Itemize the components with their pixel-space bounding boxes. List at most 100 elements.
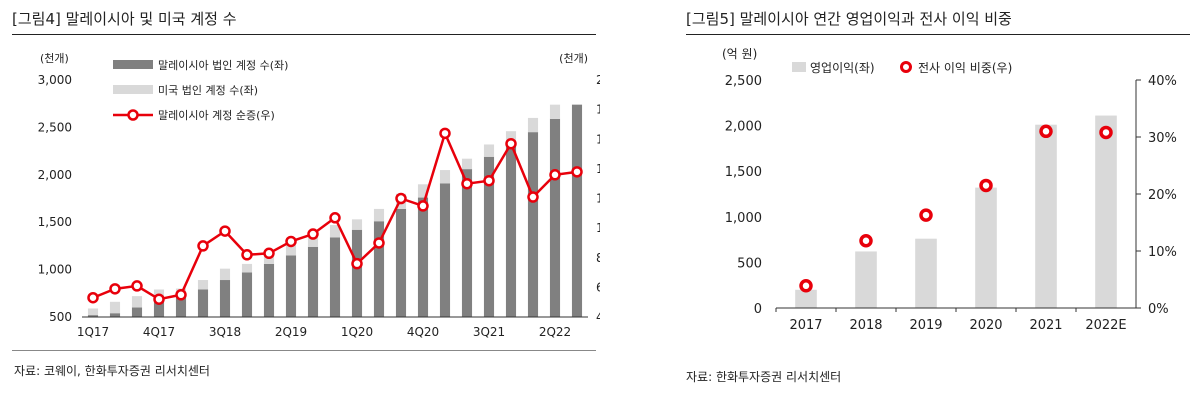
bar-operating-profit bbox=[1035, 124, 1057, 308]
bar-us-accounts bbox=[241, 263, 253, 273]
legend-label-profit-share: 전사 이익 비중(우) bbox=[918, 61, 1012, 75]
bar-malaysia-accounts bbox=[241, 272, 253, 317]
figure-2-source: 자료: 한화투자증권 리서치센터 bbox=[686, 370, 842, 384]
point-net-adds bbox=[241, 249, 253, 261]
bar-us-accounts bbox=[483, 144, 495, 157]
y-right-tick-label: 180 bbox=[596, 103, 600, 117]
legend-label-net-adds: 말레이시아 계정 순증(우) bbox=[158, 109, 275, 122]
bar-malaysia-accounts bbox=[131, 307, 143, 317]
point-net-adds bbox=[219, 225, 231, 237]
x-tick-label: 2019 bbox=[909, 318, 942, 333]
left-axis-unit: (억 원) bbox=[722, 47, 757, 61]
y-left-tick-label: 3,000 bbox=[38, 73, 72, 87]
bar-malaysia-accounts bbox=[329, 237, 341, 317]
legend-marker-net-adds bbox=[127, 109, 139, 121]
bar-us-accounts bbox=[307, 235, 319, 247]
y-left-tick-label: 1,500 bbox=[725, 165, 762, 180]
y-left-tick-label: 1,000 bbox=[38, 263, 72, 277]
x-tick-label: 4Q17 bbox=[143, 325, 175, 339]
bar-malaysia-accounts bbox=[175, 295, 187, 317]
marker-profit-share bbox=[979, 178, 993, 193]
y-right-tick-label: 60 bbox=[596, 280, 600, 294]
y-right-tick-label: 120 bbox=[596, 192, 600, 206]
point-net-adds bbox=[109, 283, 121, 295]
bar-malaysia-accounts bbox=[571, 104, 583, 317]
y-right-tick-label: 80 bbox=[596, 251, 600, 265]
bar-malaysia-accounts bbox=[439, 183, 451, 317]
y-left-tick-label: 2,500 bbox=[725, 74, 762, 89]
point-net-adds bbox=[307, 228, 319, 240]
point-net-adds bbox=[417, 200, 429, 212]
bar-operating-profit bbox=[975, 187, 997, 308]
y-left-tick-label: 1,500 bbox=[38, 215, 72, 229]
y-right-tick-label: 0% bbox=[1148, 302, 1169, 317]
bar-malaysia-accounts bbox=[197, 289, 209, 317]
y-left-tick-label: 2,500 bbox=[38, 120, 72, 134]
legend-swatch-operating-profit bbox=[792, 62, 806, 72]
y-right-tick-label: 200 bbox=[596, 73, 600, 87]
point-net-adds bbox=[175, 289, 187, 301]
bar-malaysia-accounts bbox=[263, 263, 275, 317]
point-net-adds bbox=[505, 137, 517, 150]
point-net-adds bbox=[329, 212, 341, 224]
point-net-adds bbox=[549, 169, 561, 181]
bar-us-accounts bbox=[439, 170, 451, 184]
bar-malaysia-accounts bbox=[219, 280, 231, 317]
point-net-adds bbox=[131, 280, 143, 292]
bar-malaysia-accounts bbox=[153, 299, 165, 317]
point-net-adds bbox=[395, 192, 407, 205]
bar-malaysia-accounts bbox=[395, 208, 407, 317]
y-right-tick-label: 40% bbox=[1148, 74, 1177, 89]
chart-operating-profit: (억 원) 2,500 2,000 1,500 1,000 500 0 40% 30% 20%… bbox=[722, 47, 1177, 333]
bar-operating-profit bbox=[915, 238, 937, 308]
x-tick-label: 2022E bbox=[1085, 318, 1126, 333]
bar-us-accounts bbox=[417, 184, 429, 198]
x-tick-label: 2020 bbox=[969, 318, 1002, 333]
figure-2-top-rule bbox=[686, 34, 1190, 35]
x-tick-label: 3Q21 bbox=[473, 325, 505, 339]
point-net-adds bbox=[461, 177, 473, 190]
point-net-adds bbox=[351, 257, 363, 270]
marker-profit-share bbox=[799, 279, 813, 293]
point-net-adds bbox=[285, 235, 297, 248]
bar-malaysia-accounts bbox=[505, 145, 517, 317]
bar-malaysia-accounts bbox=[285, 255, 297, 317]
y-right-tick-label: 20% bbox=[1148, 188, 1177, 203]
y-right-tick-label: 160 bbox=[596, 132, 600, 146]
bar-us-accounts bbox=[87, 308, 99, 316]
marker-profit-share bbox=[919, 208, 933, 222]
bar-us-accounts bbox=[549, 104, 561, 119]
marker-profit-share bbox=[859, 233, 873, 248]
legend-marker-profit-share bbox=[900, 61, 912, 73]
x-tick-label: 4Q20 bbox=[407, 325, 439, 339]
legend-label-malaysia-accounts: 말레이시아 법인 계정 수(좌) bbox=[158, 59, 288, 72]
point-net-adds bbox=[527, 191, 539, 203]
y-left-tick-label: 2,000 bbox=[725, 120, 762, 135]
y-right-tick-label: 10% bbox=[1148, 245, 1177, 260]
bar-us-accounts bbox=[329, 225, 341, 238]
point-net-adds bbox=[153, 293, 165, 305]
bar-malaysia-accounts bbox=[351, 229, 363, 317]
x-tick-label: 2017 bbox=[789, 318, 822, 333]
y-left-tick-label: 1,000 bbox=[725, 211, 762, 226]
legend: 영업이익(좌) 전사 이익 비중(우) bbox=[792, 61, 1012, 75]
figure-1-bottom-rule bbox=[12, 350, 596, 351]
x-tick-label: 2018 bbox=[849, 318, 882, 333]
y-left-tick-label: 2,000 bbox=[38, 168, 72, 182]
bar-malaysia-accounts bbox=[373, 221, 385, 317]
point-net-adds bbox=[373, 237, 385, 249]
point-net-adds bbox=[87, 291, 99, 304]
bar-us-accounts bbox=[197, 280, 209, 290]
figure-1-top-rule bbox=[12, 34, 596, 35]
bar-operating-profit bbox=[855, 251, 877, 308]
marker-profit-share bbox=[1099, 125, 1113, 140]
bar-malaysia-accounts bbox=[307, 246, 319, 317]
x-tick-label: 2Q19 bbox=[275, 325, 307, 339]
x-tick-label: 1Q17 bbox=[77, 325, 109, 339]
bar-us-accounts bbox=[131, 296, 143, 308]
bar-us-accounts bbox=[109, 301, 121, 314]
x-tick-label: 2021 bbox=[1029, 318, 1062, 333]
figure-1-source: 자료: 코웨이, 한화투자증권 리서치센터 bbox=[14, 364, 210, 378]
x-tick-label: 1Q20 bbox=[341, 325, 373, 339]
bar-malaysia-accounts bbox=[527, 132, 539, 317]
